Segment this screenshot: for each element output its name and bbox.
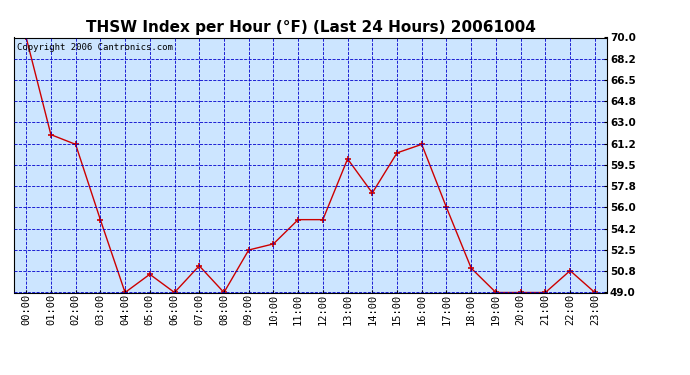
Text: Copyright 2006 Cantronics.com: Copyright 2006 Cantronics.com — [17, 43, 172, 52]
Title: THSW Index per Hour (°F) (Last 24 Hours) 20061004: THSW Index per Hour (°F) (Last 24 Hours)… — [86, 20, 535, 35]
